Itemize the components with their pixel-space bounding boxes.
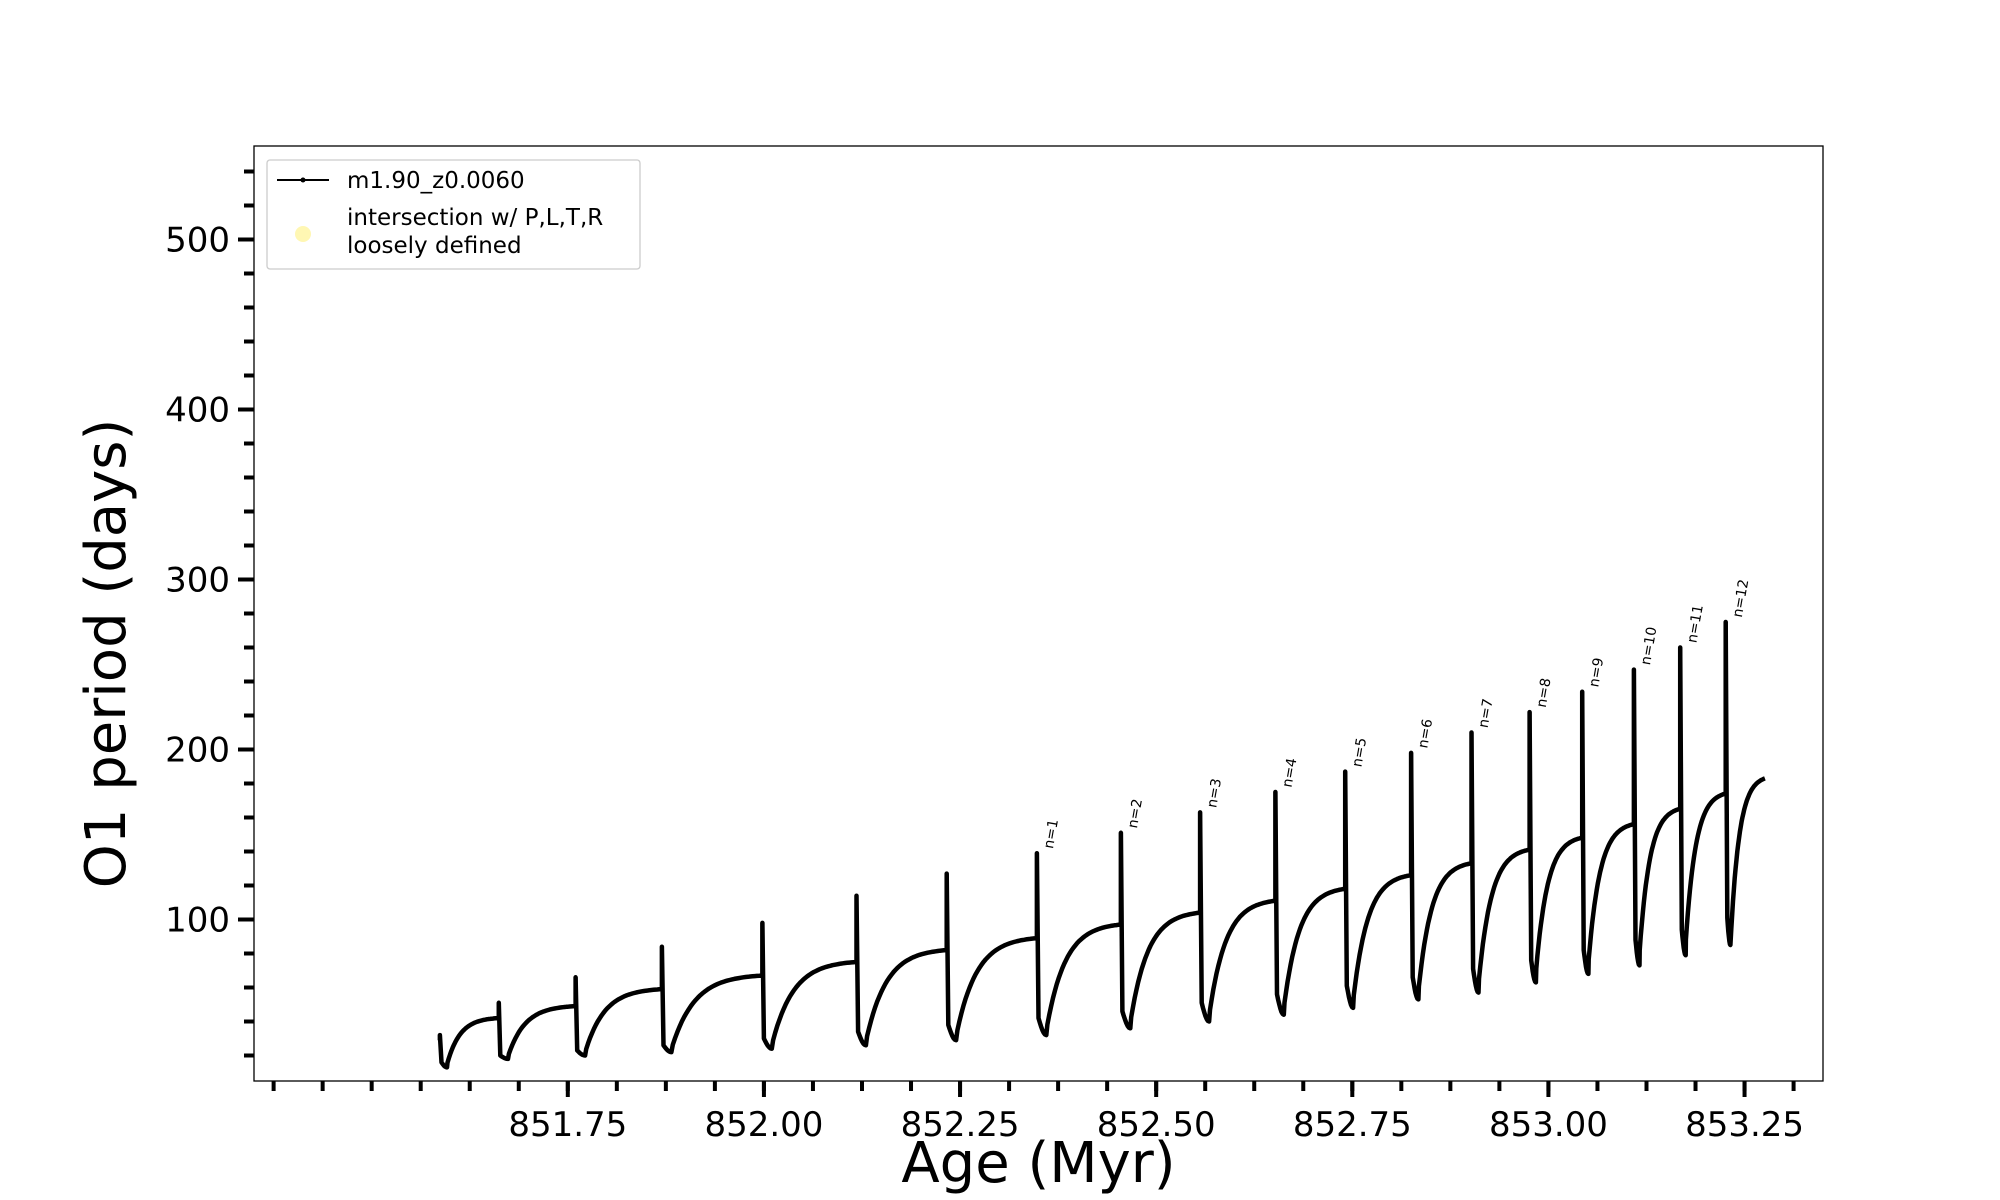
legend-label-intersection-line2: loosely defined — [347, 233, 522, 259]
y-tick-label: 100 — [165, 901, 230, 941]
pulse-label: n=8 — [1534, 677, 1555, 709]
legend-label-series: m1.90_z0.0060 — [347, 168, 525, 194]
pulse-label: n=12 — [1730, 578, 1752, 619]
pulse-label: n=6 — [1415, 718, 1436, 750]
pulse-label: n=3 — [1204, 777, 1225, 809]
y-axis: 100 200 300 400 500 — [165, 169, 254, 1058]
pulse-label: n=1 — [1041, 818, 1062, 850]
annotation-layer: n=1 n=2 n=3 n=4 n=5 n=6 n=7 n=8 n=9 n=10 n=11 n=12 — [1041, 578, 1752, 850]
y-axis-label: O1 period (days) — [74, 419, 139, 889]
y-tick-label: 400 — [165, 391, 230, 431]
series-layer — [437, 619, 1767, 1070]
y-tick-label: 200 — [165, 731, 230, 771]
x-tick-label: 852.00 — [704, 1105, 823, 1145]
x-tick-label: 853.00 — [1489, 1105, 1608, 1145]
x-axis-label: Age (Myr) — [901, 1131, 1175, 1196]
legend-circle-marker — [295, 226, 311, 242]
pulse-label: n=4 — [1280, 757, 1301, 789]
pulse-label: n=9 — [1586, 657, 1607, 689]
x-tick-label: 852.50 — [1097, 1105, 1216, 1145]
x-tick-label: 852.75 — [1293, 1105, 1412, 1145]
pulse-label: n=5 — [1349, 736, 1370, 768]
legend: m1.90_z0.0060 intersection w/ P,L,T,R lo… — [266, 159, 641, 270]
legend-line-dot — [300, 177, 306, 183]
legend-box — [266, 159, 641, 270]
x-tick-label: 852.25 — [901, 1105, 1020, 1145]
pulse-label: n=7 — [1476, 697, 1497, 729]
y-tick-label: 300 — [165, 561, 230, 601]
x-tick-label: 853.25 — [1685, 1105, 1804, 1145]
pulse-label: n=11 — [1684, 604, 1706, 645]
legend-label-intersection-line1: intersection w/ P,L,T,R — [347, 205, 603, 231]
pulse-label: n=10 — [1638, 626, 1660, 667]
pulse-label: n=2 — [1125, 798, 1146, 830]
y-tick-label: 500 — [165, 221, 230, 261]
x-axis: 851.75 852.00 852.25 852.50 852.75 853.00 853.… — [271, 1081, 1804, 1145]
series-line — [437, 619, 1767, 1070]
x-tick-label: 851.75 — [508, 1105, 627, 1145]
